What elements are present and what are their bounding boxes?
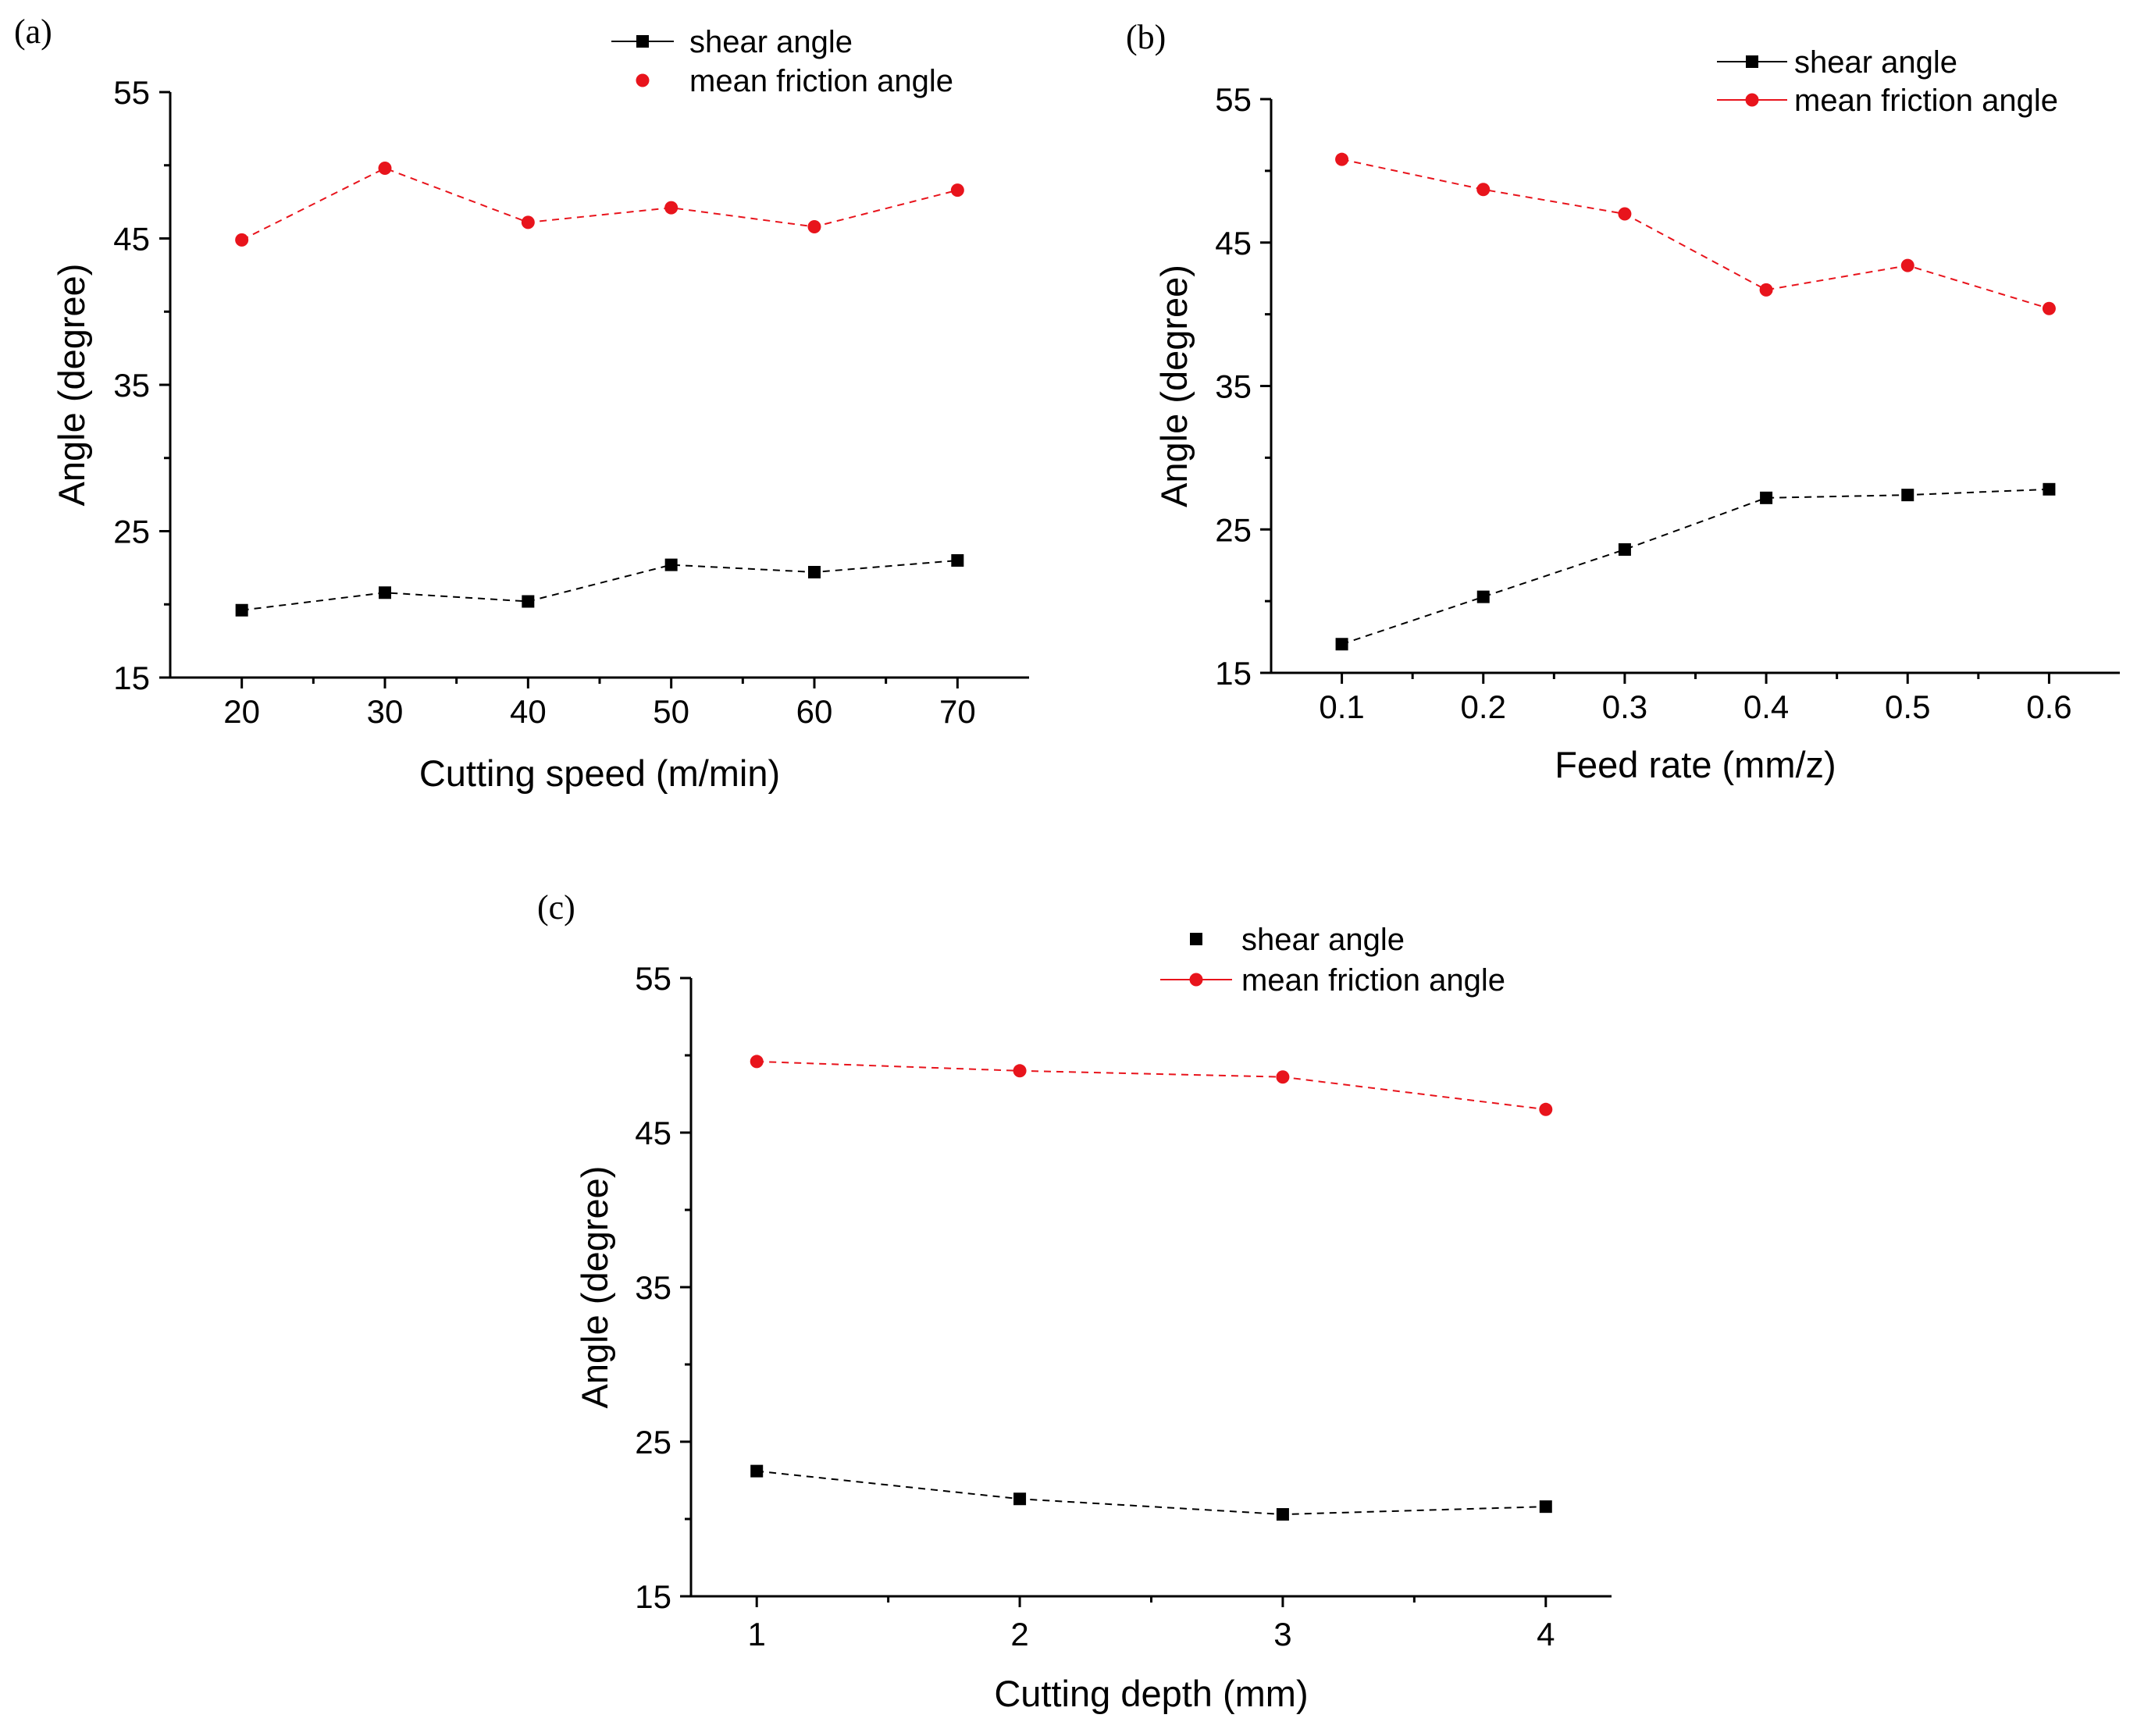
- panel-letter: (b): [1126, 18, 1166, 56]
- mean-friction-angle-point: [1900, 258, 1914, 272]
- legend-marker: [636, 73, 650, 87]
- mean-friction-angle-point: [664, 201, 678, 215]
- y-tick-label: 25: [635, 1424, 671, 1460]
- shear-angle-point: [1760, 491, 1773, 504]
- legend-label: shear angle: [689, 25, 853, 59]
- legend-marker: [1745, 93, 1759, 107]
- shear-angle-point: [1539, 1500, 1552, 1514]
- x-tick-label: 20: [223, 693, 260, 730]
- legend: shear angle mean friction angle: [1160, 923, 1505, 998]
- shear-angle-point: [664, 558, 678, 571]
- y-tick-label: 55: [635, 960, 671, 997]
- series-line-mean-friction-angle: [241, 167, 958, 241]
- y-tick-label: 55: [113, 74, 150, 111]
- x-tick-label: 4: [1537, 1616, 1555, 1652]
- shear-angle-point: [1476, 590, 1490, 603]
- shear-angle-point: [750, 1464, 764, 1478]
- y-tick-label: 45: [1215, 225, 1252, 261]
- chart-panel-3: (c) 15 25 35 45 55 1 2 3 4 Cutting depth (mm) Angle…: [537, 888, 1612, 1714]
- y-axis-title: Angle (degree): [51, 264, 92, 507]
- x-tick-label: 2: [1010, 1616, 1028, 1652]
- shear-angle-point: [1901, 489, 1914, 502]
- x-tick-label: 0.5: [1885, 688, 1930, 725]
- legend: shear angle mean friction angle: [1717, 45, 2058, 118]
- shear-angle-point: [522, 595, 535, 608]
- x-tick-label: 3: [1273, 1616, 1291, 1652]
- y-tick-label: 55: [1215, 81, 1252, 118]
- mean-friction-angle-point: [1276, 1070, 1290, 1084]
- mean-friction-angle-point: [807, 220, 821, 233]
- x-tick-label: 0.6: [2026, 688, 2071, 725]
- shear-angle-point: [1276, 1508, 1289, 1521]
- x-tick-label: 60: [796, 693, 833, 730]
- series-line-shear-angle: [757, 1470, 1546, 1516]
- panel-letter: (a): [14, 12, 52, 51]
- legend-label: shear angle: [1794, 45, 1957, 80]
- mean-friction-angle-point: [1335, 152, 1349, 166]
- shear-angle-point: [1618, 542, 1631, 556]
- x-tick-label: 0.1: [1319, 688, 1364, 725]
- mean-friction-angle-point: [521, 215, 535, 229]
- y-tick-label: 15: [113, 660, 150, 696]
- mean-friction-angle-point: [1618, 207, 1632, 221]
- chart-panel-1: (a) 15 25 35 45 55 20 30 40 50 60 70 Cutting speed (…: [14, 12, 1029, 794]
- y-tick-label: 15: [635, 1578, 671, 1615]
- mean-friction-angle-point: [1476, 183, 1491, 197]
- y-tick-label: 35: [113, 367, 150, 404]
- shear-angle-point: [2043, 482, 2056, 496]
- x-tick-label: 70: [939, 693, 976, 730]
- legend-label: mean friction angle: [689, 64, 953, 98]
- x-tick-label: 1: [748, 1616, 766, 1652]
- x-axis-title: Cutting speed (m/min): [419, 752, 780, 794]
- mean-friction-angle-point: [750, 1055, 764, 1069]
- y-tick-label: 45: [113, 221, 150, 258]
- mean-friction-angle-point: [1759, 283, 1773, 297]
- shear-angle-point: [951, 554, 964, 567]
- x-axis-title: Feed rate (mm/z): [1555, 744, 1836, 785]
- shear-angle-point: [379, 586, 391, 599]
- legend: shear angle mean friction angle: [611, 25, 953, 98]
- x-tick-label: 50: [653, 693, 689, 730]
- legend-marker: [1746, 55, 1758, 68]
- shear-angle-point: [1013, 1492, 1027, 1506]
- x-tick-label: 30: [367, 693, 404, 730]
- x-axis-title: Cutting depth (mm): [994, 1673, 1308, 1714]
- series-line-shear-angle: [241, 560, 958, 611]
- panel-letter: (c): [537, 888, 575, 927]
- mean-friction-angle-point: [2042, 301, 2056, 315]
- y-tick-label: 35: [635, 1269, 671, 1306]
- series-line-mean-friction-angle: [1341, 158, 2050, 310]
- shear-angle-point: [235, 603, 248, 617]
- y-tick-label: 25: [113, 514, 150, 550]
- chart-panel-2: (b) 15 25 35 45 55 0.1 0.2 0.3 0.4 0.5 0.6 Feed rate…: [1126, 18, 2120, 785]
- x-tick-label: 0.4: [1743, 688, 1789, 725]
- x-tick-label: 40: [510, 693, 547, 730]
- legend-label: shear angle: [1241, 923, 1405, 957]
- y-axis-title: Angle (degree): [574, 1166, 615, 1409]
- mean-friction-angle-point: [1013, 1064, 1027, 1078]
- shear-angle-point: [1335, 638, 1348, 651]
- x-tick-label: 0.3: [1602, 688, 1647, 725]
- series-line-mean-friction-angle: [757, 1060, 1546, 1111]
- series-line-shear-angle: [1341, 488, 2050, 646]
- y-axis-title: Angle (degree): [1153, 265, 1195, 507]
- legend-marker: [1190, 933, 1202, 945]
- y-tick-label: 45: [635, 1115, 671, 1151]
- mean-friction-angle-point: [950, 183, 964, 197]
- legend-marker: [636, 35, 649, 48]
- mean-friction-angle-point: [235, 233, 249, 247]
- x-tick-label: 0.2: [1461, 688, 1506, 725]
- legend-marker: [1189, 973, 1203, 987]
- shear-angle-point: [808, 566, 821, 578]
- y-tick-label: 15: [1215, 655, 1252, 692]
- legend-label: mean friction angle: [1794, 84, 2058, 118]
- mean-friction-angle-point: [378, 162, 392, 175]
- mean-friction-angle-point: [1539, 1102, 1553, 1116]
- legend-label: mean friction angle: [1241, 963, 1505, 998]
- y-tick-label: 25: [1215, 511, 1252, 548]
- y-tick-label: 35: [1215, 368, 1252, 405]
